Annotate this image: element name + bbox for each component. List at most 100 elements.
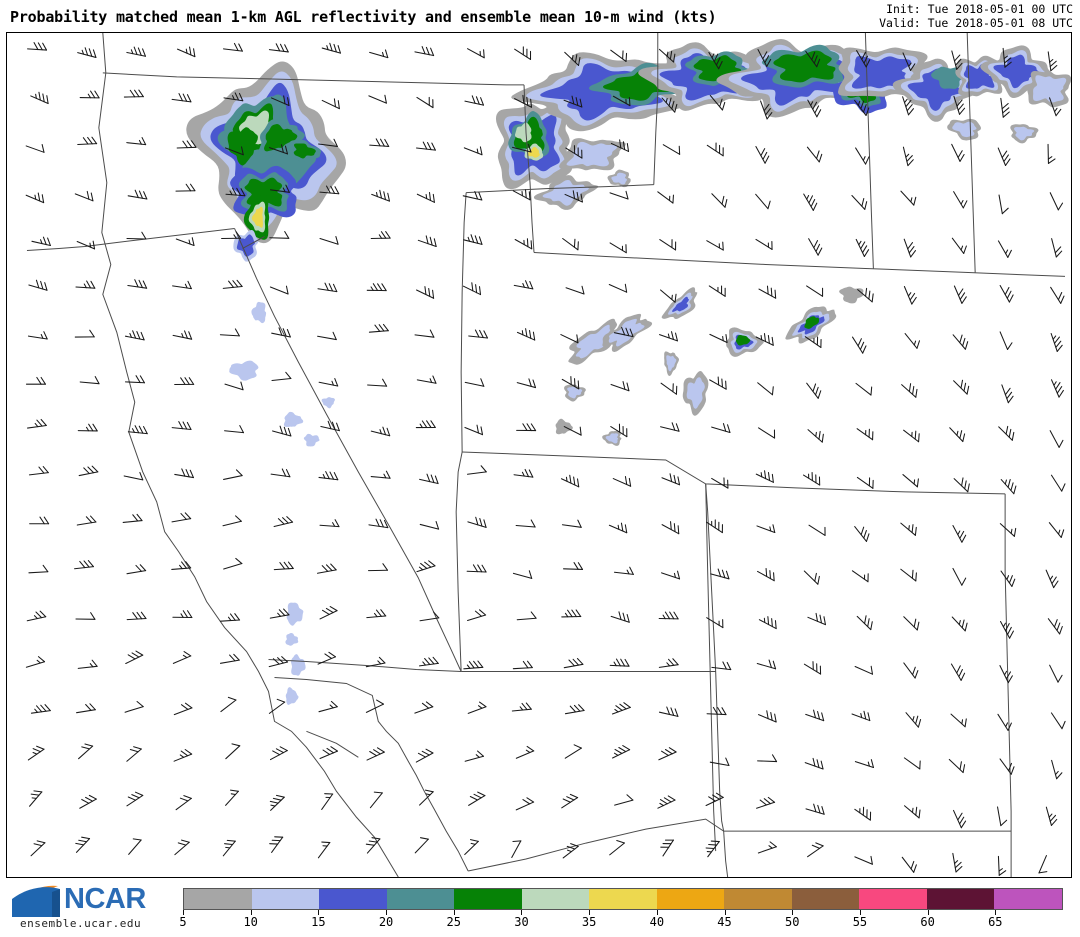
wind-barb bbox=[467, 565, 486, 572]
wind-barb bbox=[127, 612, 146, 619]
wind-barb bbox=[512, 841, 521, 858]
wind-barb bbox=[31, 705, 50, 714]
wind-barb bbox=[468, 610, 486, 621]
valid-time-label: Valid: Tue 2018-05-01 08 UTC bbox=[879, 17, 1073, 31]
wind-barb bbox=[270, 795, 284, 810]
wind-barb bbox=[515, 47, 531, 60]
wind-barb bbox=[952, 238, 966, 253]
wind-barb bbox=[804, 571, 819, 584]
colorbar-band-45-50 bbox=[724, 889, 792, 909]
wind-barb bbox=[31, 92, 48, 103]
wind-barb bbox=[756, 239, 772, 249]
wind-barb bbox=[1001, 480, 1016, 494]
wind-barb bbox=[562, 520, 581, 527]
wind-barb bbox=[904, 239, 915, 257]
wind-barb bbox=[953, 335, 968, 349]
page-title: Probability matched mean 1-km AGL reflec… bbox=[10, 8, 716, 26]
wind-barb bbox=[420, 522, 438, 530]
reflectivity-contour bbox=[773, 51, 835, 83]
colorbar-band-40-45 bbox=[657, 889, 725, 909]
wind-barb bbox=[31, 841, 45, 856]
wind-barb bbox=[367, 284, 386, 291]
wind-barb bbox=[807, 383, 821, 398]
colorbar-tick-label: 15 bbox=[311, 915, 325, 929]
wind-barb bbox=[223, 280, 242, 288]
wind-barb bbox=[420, 657, 439, 666]
wind-barb bbox=[612, 703, 630, 714]
wind-barb bbox=[175, 840, 189, 855]
map-panel[interactable] bbox=[6, 32, 1072, 878]
wind-barb bbox=[855, 760, 873, 768]
ncar-logo-text: NCAR bbox=[64, 883, 146, 916]
wind-barb bbox=[1050, 665, 1062, 682]
wind-barb bbox=[26, 377, 45, 384]
wind-barb bbox=[172, 422, 191, 430]
wind-barb bbox=[270, 837, 283, 853]
wind-barb bbox=[661, 840, 674, 856]
wind-barb bbox=[368, 379, 387, 386]
wind-barb bbox=[174, 703, 192, 714]
map-canvas[interactable] bbox=[7, 33, 1071, 877]
wind-barb bbox=[128, 426, 147, 434]
wind-barb bbox=[270, 609, 289, 618]
wind-barb bbox=[174, 750, 192, 762]
wind-barb bbox=[128, 190, 147, 199]
wind-barb bbox=[1049, 523, 1063, 538]
wind-barb bbox=[1000, 759, 1014, 774]
wind-barb bbox=[80, 795, 97, 808]
wind-barb bbox=[320, 747, 337, 759]
wind-barb bbox=[852, 196, 867, 210]
wind-barb bbox=[951, 664, 964, 680]
colorbar-band-55-60 bbox=[859, 889, 927, 909]
wind-barb bbox=[173, 652, 190, 664]
wind-barb bbox=[806, 804, 824, 814]
wind-barb bbox=[565, 705, 584, 714]
wind-barb bbox=[566, 286, 584, 294]
wind-barb bbox=[758, 755, 777, 762]
wind-barb bbox=[513, 190, 530, 200]
wind-barb bbox=[370, 50, 388, 58]
colorbar-band-15-20 bbox=[319, 889, 387, 909]
wind-barb bbox=[420, 474, 438, 483]
wind-barb bbox=[856, 383, 872, 395]
wind-barb bbox=[464, 235, 482, 245]
wind-barb bbox=[322, 43, 340, 53]
colorbar-band-20-25 bbox=[387, 889, 455, 909]
wind-barb bbox=[269, 44, 288, 52]
wind-barb bbox=[127, 565, 146, 574]
wind-barb bbox=[614, 567, 633, 574]
wind-barb bbox=[370, 792, 382, 808]
wind-barb bbox=[611, 612, 629, 622]
wind-barb bbox=[661, 383, 677, 394]
wind-barb bbox=[804, 473, 820, 485]
wind-barb bbox=[563, 844, 578, 858]
wind-barb bbox=[707, 241, 723, 250]
wind-barb bbox=[173, 331, 192, 339]
reflectivity-contour bbox=[229, 361, 258, 381]
wind-barb bbox=[269, 657, 287, 667]
wind-barb bbox=[710, 334, 727, 342]
wind-barb bbox=[468, 517, 486, 527]
wind-barb bbox=[468, 702, 486, 713]
reflectivity-contour bbox=[291, 654, 306, 676]
ncar-logo-url: ensemble.ucar.edu bbox=[20, 917, 141, 930]
wind-barb bbox=[615, 795, 633, 805]
wind-barb bbox=[224, 470, 243, 480]
wind-barb bbox=[1051, 287, 1064, 303]
reflectivity-contour bbox=[284, 412, 303, 427]
wind-barb bbox=[659, 612, 678, 619]
wind-barb bbox=[1046, 570, 1058, 587]
wind-barb bbox=[369, 564, 388, 571]
colorbar-band-30-35 bbox=[522, 889, 590, 909]
wind-barb bbox=[367, 748, 384, 760]
colorbar-band-35-40 bbox=[589, 889, 657, 909]
wind-barb bbox=[998, 807, 1007, 826]
wind-barb bbox=[954, 810, 966, 827]
wind-barb bbox=[78, 48, 96, 58]
wind-barb bbox=[369, 95, 386, 103]
colorbar-band-60-65 bbox=[927, 889, 995, 909]
wind-barb bbox=[661, 290, 676, 302]
wind-barb bbox=[610, 659, 629, 666]
wind-barb bbox=[465, 96, 484, 105]
